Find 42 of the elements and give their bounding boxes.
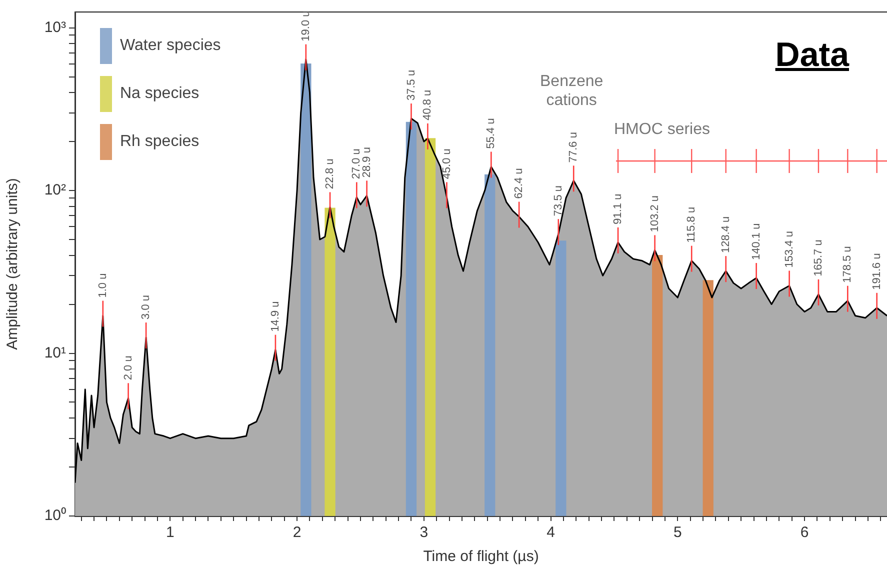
annotation: 37.5 u [405,70,418,101]
annotation: 115.8 u [686,206,698,243]
annotation: 55.4 u [485,118,498,149]
y-tick-label: 10¹ [44,344,66,362]
annotation: 62.4 u [513,168,526,199]
annotation: 45.0 u [440,148,453,180]
x-tick-label: 3 [420,524,428,542]
legend-label: Rh species [120,133,200,151]
annotation: 19.0 u [300,10,312,42]
annotation: HMOC series [614,120,710,139]
y-tick-label: 10³ [44,18,66,36]
annotation: 103.2 u [648,195,661,232]
legend-label: Water species [120,37,221,55]
annotation: 178.5 u [842,246,854,283]
annotation: 91.1 u [612,194,624,224]
text: Data [775,36,849,75]
legend-label: Na species [120,85,200,103]
x-tick-label: 2 [292,524,302,542]
annotation: 28.9 u [360,147,373,178]
annotation: 140.1 u [750,223,762,260]
annotation: 3.0 u [140,295,152,320]
annotation: 191.6 u [870,253,883,290]
annotation: 40.8 u [422,90,434,120]
annotation: 77.6 u [568,132,580,163]
annotation: Benzene cations [540,72,604,110]
x-tick-label: 1 [166,524,174,542]
y-tick-label: 10⁰ [44,507,66,524]
annotation: 1.0 u [96,273,109,298]
x-tick-label: 6 [800,524,809,542]
annotation: 128.4 u [720,216,732,254]
y-axis-title: Amplitude (arbitrary units) [4,178,22,350]
annotation: 153.4 u [783,231,796,268]
annotation: 73.5 u [552,185,564,216]
annotation: 165.7 u [812,240,825,276]
x-axis-title: Time of flight (µs) [423,548,539,566]
annotation: 22.8 u [324,158,336,190]
annotation: 27.0 u [350,148,363,180]
annotation: 2.0 u [122,356,134,380]
annotation: 14.9 u [269,301,282,332]
x-tick-label: 4 [546,524,555,542]
x-tick-label: 5 [673,524,682,542]
y-tick-label: 10² [44,182,66,199]
